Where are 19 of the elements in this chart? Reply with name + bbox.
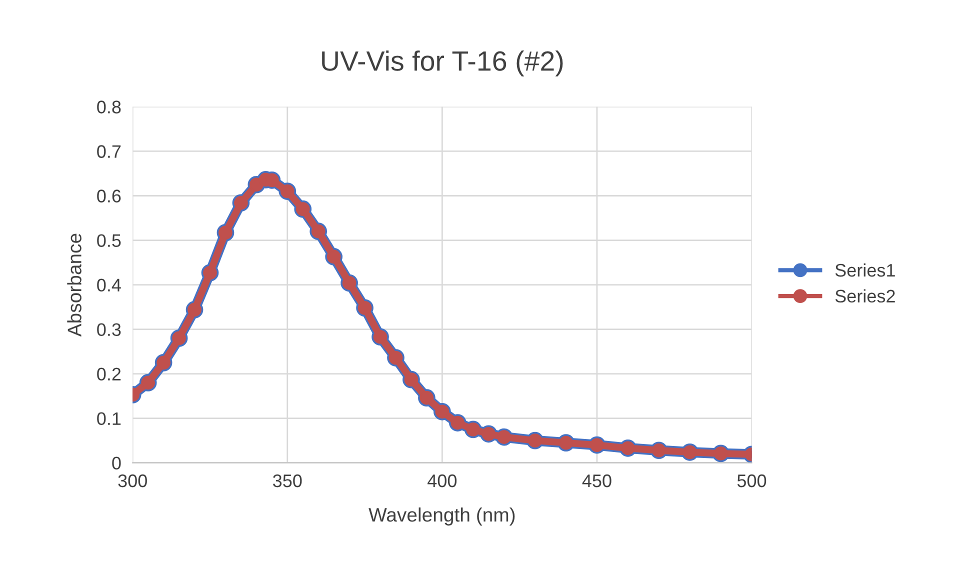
x-axis-title: Wavelength (nm) [368, 507, 515, 526]
x-tick-label: 300 [118, 474, 147, 488]
y-axis-title: Absorbance [67, 234, 82, 337]
y-tick-label: 0.8 [97, 100, 121, 114]
y-tick-label: 0.2 [97, 368, 121, 381]
y-tick-label: 0.5 [97, 234, 121, 247]
y-tick-label: 0 [112, 456, 121, 470]
y-tick-label: 0.7 [97, 145, 121, 158]
y-tick-label: 0.3 [97, 323, 121, 336]
y-tick-label: 0.6 [97, 190, 121, 202]
x-tick-label: 450 [582, 474, 612, 488]
chart-title: UV-Vis for T-16 (#2) [322, 50, 563, 76]
x-tick-label: 350 [273, 474, 302, 488]
y-tick-label: 0.1 [97, 412, 121, 426]
x-tick-label: 500 [737, 474, 766, 488]
x-tick-label: 400 [428, 474, 457, 488]
legend-label: Series2 [835, 289, 895, 303]
legend-label: Series1 [835, 263, 895, 277]
y-tick-label: 0.4 [97, 278, 121, 292]
